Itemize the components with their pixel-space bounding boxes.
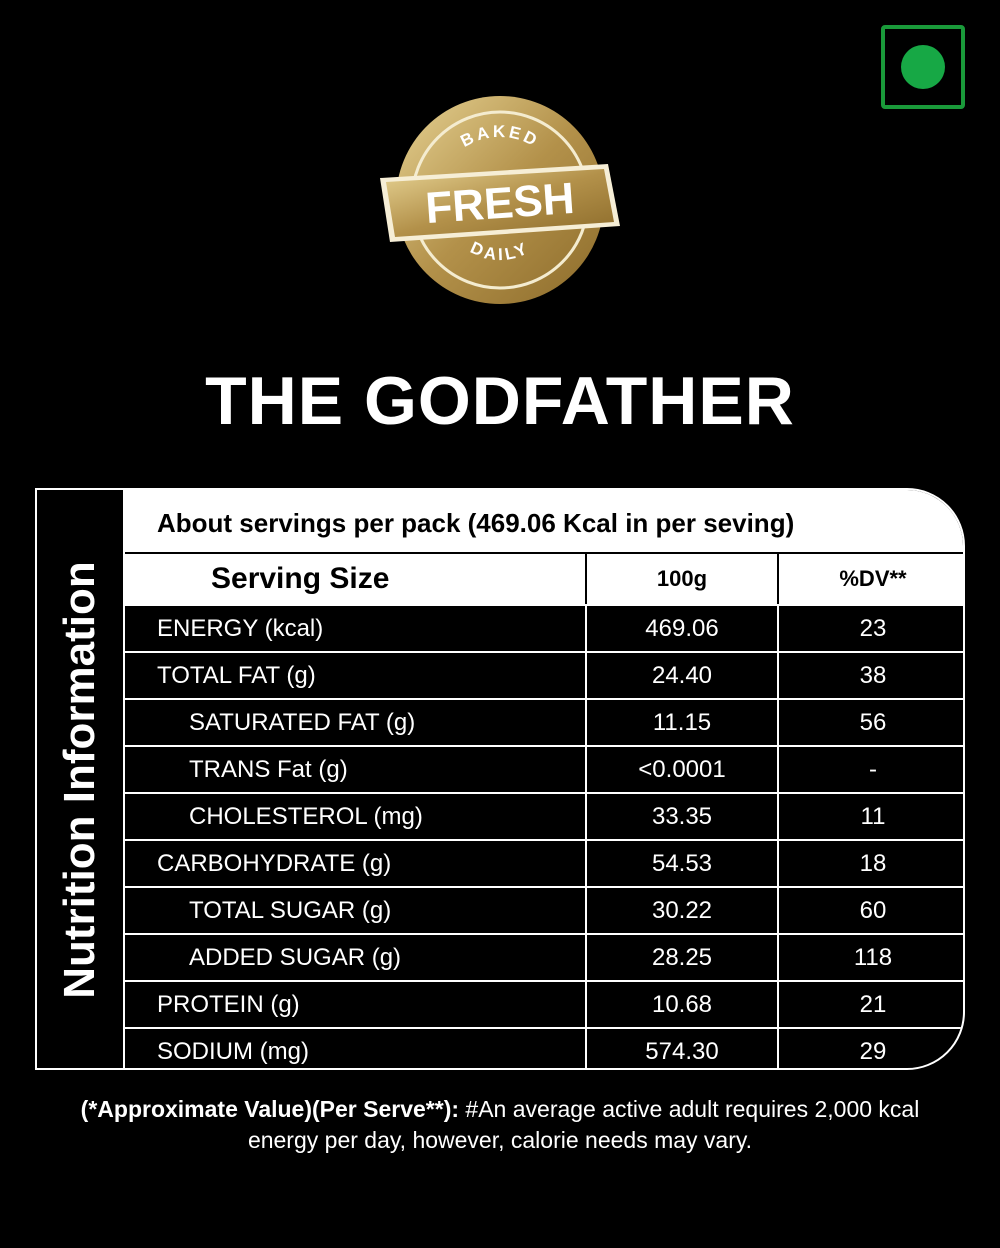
nutrient-row: SODIUM (mg) 574.30 29: [125, 1027, 963, 1068]
side-column: Nutrition Information: [37, 490, 125, 1068]
nutrient-name: CHOLESTEROL (mg): [189, 802, 423, 830]
footnote: (*Approximate Value)(Per Serve**): #An a…: [80, 1094, 920, 1156]
footnote-text: #An average active adult requires 2,000 …: [247, 1096, 920, 1153]
nutrient-row: SATURATED FAT (g) 11.15 56: [125, 698, 963, 745]
nutrient-amount: 33.35: [585, 794, 777, 839]
nutrient-amount: 11.15: [585, 700, 777, 745]
nutrient-amount: 10.68: [585, 982, 777, 1027]
nutrition-panel: Nutrition Information About servings per…: [35, 488, 965, 1070]
nutrient-name: PROTEIN (g): [157, 990, 300, 1018]
nutrient-row: TOTAL SUGAR (g) 30.22 60: [125, 886, 963, 933]
nutrient-row: PROTEIN (g) 10.68 21: [125, 980, 963, 1027]
nutrient-dv: 21: [777, 982, 963, 1027]
nutrient-dv: 11: [777, 794, 963, 839]
header-cell: %DV**: [777, 554, 963, 604]
badge-main: FRESH: [424, 174, 576, 233]
nutrient-row: CHOLESTEROL (mg) 33.35 11: [125, 792, 963, 839]
nutrient-dv: 18: [777, 841, 963, 886]
header-cell: Serving Size: [211, 562, 390, 595]
nutrient-amount: 469.06: [585, 606, 777, 651]
nutrient-dv: 29: [777, 1029, 963, 1068]
nutrient-name: TRANS Fat (g): [189, 755, 348, 783]
badge: BAKED DAILY FRESH: [380, 96, 620, 304]
nutrient-amount: 574.30: [585, 1029, 777, 1068]
nutrient-amount: 54.53: [585, 841, 777, 886]
nutrient-amount: 30.22: [585, 888, 777, 933]
nutrient-name: ENERGY (kcal): [157, 614, 324, 642]
nutrient-dv: 60: [777, 888, 963, 933]
nutrient-row: CARBOHYDRATE (g) 54.53 18: [125, 839, 963, 886]
nutrient-amount: 28.25: [585, 935, 777, 980]
nutrient-name: ADDED SUGAR (g): [189, 943, 402, 971]
nutrient-dv: -: [777, 747, 963, 792]
nutrient-row: TOTAL FAT (g) 24.40 38: [125, 651, 963, 698]
nutrient-amount: 24.40: [585, 653, 777, 698]
nutrient-name: SODIUM (mg): [157, 1037, 309, 1065]
nutrient-name: TOTAL FAT (g): [157, 661, 316, 689]
veg-dot: [901, 45, 945, 89]
header-row: Serving Size 100g %DV**: [125, 554, 963, 604]
nutrient-row: TRANS Fat (g) <0.0001-: [125, 745, 963, 792]
title: THE GODFATHER: [205, 363, 795, 439]
nutrient-row: ENERGY (kcal) 469.06 23: [125, 604, 963, 651]
nutrient-dv: 23: [777, 606, 963, 651]
nutrient-name: SATURATED FAT (g): [189, 708, 416, 736]
nutrient-amount: <0.0001: [585, 747, 777, 792]
header-cell: 100g: [585, 554, 777, 604]
nutrient-name: CARBOHYDRATE (g): [157, 849, 392, 877]
badge-ribbon-inner: [386, 169, 614, 237]
side-label: Nutrition Information: [55, 561, 104, 999]
nutrient-dv: 38: [777, 653, 963, 698]
footnote-bold: (*Approximate Value)(Per Serve**):: [80, 1096, 460, 1122]
nutrient-dv: 118: [777, 935, 963, 980]
nutrient-name: TOTAL SUGAR (g): [189, 896, 392, 924]
nutrient-dv: 56: [777, 700, 963, 745]
nutrient-row: ADDED SUGAR (g) 28.25 118: [125, 933, 963, 980]
servings: About servings per pack (469.06 Kcal in …: [125, 490, 963, 552]
veg-mark: [881, 25, 965, 109]
